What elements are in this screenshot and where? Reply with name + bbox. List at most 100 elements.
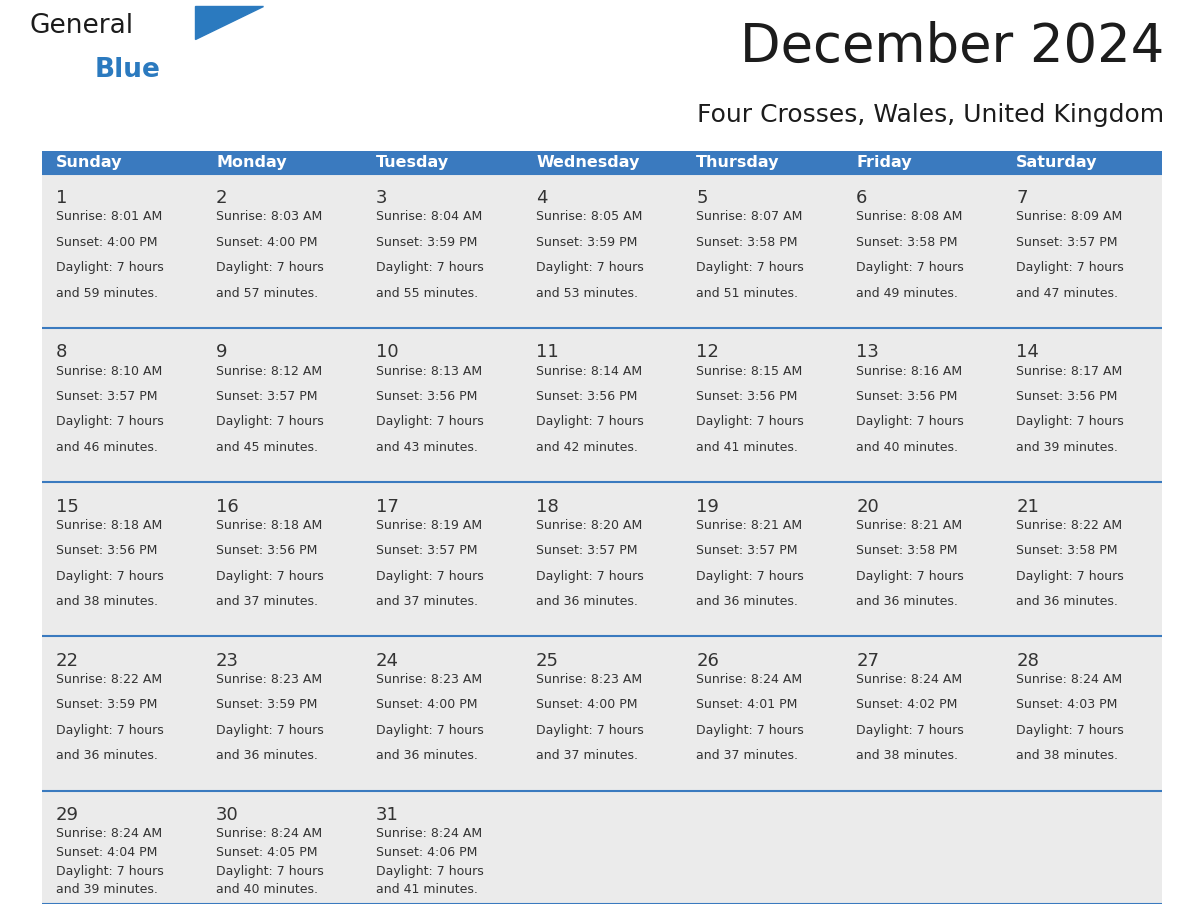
Text: Sunrise: 8:16 AM: Sunrise: 8:16 AM — [857, 364, 962, 377]
Text: 1: 1 — [56, 189, 68, 207]
Text: Sunset: 3:56 PM: Sunset: 3:56 PM — [536, 390, 638, 403]
Text: 24: 24 — [377, 652, 399, 670]
Text: 3: 3 — [377, 189, 387, 207]
Text: Daylight: 7 hours: Daylight: 7 hours — [216, 865, 324, 878]
Text: Sunset: 3:56 PM: Sunset: 3:56 PM — [56, 544, 157, 557]
Text: and 36 minutes.: and 36 minutes. — [857, 595, 958, 608]
Text: Sunrise: 8:03 AM: Sunrise: 8:03 AM — [216, 210, 322, 223]
Text: 31: 31 — [377, 806, 399, 824]
Text: and 39 minutes.: and 39 minutes. — [56, 883, 158, 896]
Text: Sunrise: 8:22 AM: Sunrise: 8:22 AM — [1016, 519, 1123, 532]
Text: and 55 minutes.: and 55 minutes. — [377, 286, 479, 299]
Text: 18: 18 — [536, 498, 558, 516]
Bar — [1001, 328, 1162, 482]
Bar — [682, 151, 842, 174]
Text: Daylight: 7 hours: Daylight: 7 hours — [857, 723, 963, 737]
Text: and 59 minutes.: and 59 minutes. — [56, 286, 158, 299]
Text: Sunset: 4:05 PM: Sunset: 4:05 PM — [216, 845, 317, 859]
Bar — [842, 174, 1001, 328]
Text: Four Crosses, Wales, United Kingdom: Four Crosses, Wales, United Kingdom — [697, 104, 1164, 128]
Text: and 46 minutes.: and 46 minutes. — [56, 441, 158, 453]
Text: Sunrise: 8:08 AM: Sunrise: 8:08 AM — [857, 210, 962, 223]
Text: Sunset: 4:06 PM: Sunset: 4:06 PM — [377, 845, 478, 859]
Bar — [522, 174, 682, 328]
Text: Daylight: 7 hours: Daylight: 7 hours — [696, 262, 804, 274]
Text: Sunrise: 8:07 AM: Sunrise: 8:07 AM — [696, 210, 803, 223]
Text: Daylight: 7 hours: Daylight: 7 hours — [56, 723, 164, 737]
Text: Daylight: 7 hours: Daylight: 7 hours — [56, 569, 164, 583]
Bar — [522, 636, 682, 790]
Text: Thursday: Thursday — [696, 155, 779, 170]
Text: 21: 21 — [1016, 498, 1040, 516]
Text: and 40 minutes.: and 40 minutes. — [857, 441, 959, 453]
Text: Sunrise: 8:21 AM: Sunrise: 8:21 AM — [696, 519, 802, 532]
Text: Sunset: 4:03 PM: Sunset: 4:03 PM — [1016, 699, 1118, 711]
Text: Sunrise: 8:23 AM: Sunrise: 8:23 AM — [377, 673, 482, 686]
Text: 28: 28 — [1016, 652, 1040, 670]
Text: Daylight: 7 hours: Daylight: 7 hours — [857, 569, 963, 583]
Text: Sunrise: 8:18 AM: Sunrise: 8:18 AM — [216, 519, 322, 532]
Text: Sunset: 3:56 PM: Sunset: 3:56 PM — [216, 544, 317, 557]
Text: Daylight: 7 hours: Daylight: 7 hours — [377, 865, 484, 878]
Text: Sunrise: 8:12 AM: Sunrise: 8:12 AM — [216, 364, 322, 377]
Text: 27: 27 — [857, 652, 879, 670]
Text: Sunset: 3:57 PM: Sunset: 3:57 PM — [536, 544, 638, 557]
Text: Daylight: 7 hours: Daylight: 7 hours — [377, 262, 484, 274]
Text: Daylight: 7 hours: Daylight: 7 hours — [1016, 416, 1124, 429]
Text: Daylight: 7 hours: Daylight: 7 hours — [1016, 262, 1124, 274]
Text: 17: 17 — [377, 498, 399, 516]
Text: General: General — [30, 13, 134, 39]
Text: Sunrise: 8:13 AM: Sunrise: 8:13 AM — [377, 364, 482, 377]
Text: Sunrise: 8:20 AM: Sunrise: 8:20 AM — [536, 519, 643, 532]
Bar — [202, 174, 361, 328]
Text: Sunset: 3:58 PM: Sunset: 3:58 PM — [857, 236, 958, 249]
Bar — [1001, 174, 1162, 328]
Bar — [1001, 790, 1162, 904]
Text: and 36 minutes.: and 36 minutes. — [56, 749, 158, 762]
Bar — [42, 151, 202, 174]
Text: 2: 2 — [216, 189, 228, 207]
Bar — [1001, 151, 1162, 174]
Text: Saturday: Saturday — [1016, 155, 1098, 170]
Text: Daylight: 7 hours: Daylight: 7 hours — [1016, 723, 1124, 737]
Text: and 42 minutes.: and 42 minutes. — [536, 441, 638, 453]
Text: Sunset: 3:59 PM: Sunset: 3:59 PM — [216, 699, 317, 711]
Text: Daylight: 7 hours: Daylight: 7 hours — [56, 416, 164, 429]
Bar — [361, 482, 522, 636]
Text: Sunrise: 8:15 AM: Sunrise: 8:15 AM — [696, 364, 802, 377]
Text: Tuesday: Tuesday — [377, 155, 449, 170]
Text: Daylight: 7 hours: Daylight: 7 hours — [696, 569, 804, 583]
Text: 10: 10 — [377, 343, 399, 362]
Bar — [522, 482, 682, 636]
Text: Sunset: 3:57 PM: Sunset: 3:57 PM — [56, 390, 158, 403]
Text: Sunset: 3:57 PM: Sunset: 3:57 PM — [216, 390, 317, 403]
Bar — [842, 482, 1001, 636]
Text: Sunrise: 8:14 AM: Sunrise: 8:14 AM — [536, 364, 643, 377]
Text: 9: 9 — [216, 343, 228, 362]
Text: and 38 minutes.: and 38 minutes. — [1016, 749, 1118, 762]
Text: Daylight: 7 hours: Daylight: 7 hours — [696, 723, 804, 737]
Text: 12: 12 — [696, 343, 719, 362]
Text: 25: 25 — [536, 652, 560, 670]
Text: Daylight: 7 hours: Daylight: 7 hours — [536, 723, 644, 737]
Text: Sunset: 4:04 PM: Sunset: 4:04 PM — [56, 845, 157, 859]
Text: Sunday: Sunday — [56, 155, 122, 170]
Text: Daylight: 7 hours: Daylight: 7 hours — [536, 416, 644, 429]
Text: 26: 26 — [696, 652, 719, 670]
Text: 6: 6 — [857, 189, 867, 207]
Text: Sunset: 3:57 PM: Sunset: 3:57 PM — [377, 544, 478, 557]
Bar — [682, 328, 842, 482]
Text: 8: 8 — [56, 343, 68, 362]
Text: and 40 minutes.: and 40 minutes. — [216, 883, 318, 896]
Text: Daylight: 7 hours: Daylight: 7 hours — [536, 569, 644, 583]
Text: Daylight: 7 hours: Daylight: 7 hours — [857, 416, 963, 429]
Text: Sunrise: 8:23 AM: Sunrise: 8:23 AM — [536, 673, 643, 686]
Text: Sunset: 3:59 PM: Sunset: 3:59 PM — [377, 236, 478, 249]
Text: Sunrise: 8:09 AM: Sunrise: 8:09 AM — [1016, 210, 1123, 223]
Text: Daylight: 7 hours: Daylight: 7 hours — [216, 569, 324, 583]
Text: Daylight: 7 hours: Daylight: 7 hours — [696, 416, 804, 429]
Text: Daylight: 7 hours: Daylight: 7 hours — [857, 262, 963, 274]
Text: and 36 minutes.: and 36 minutes. — [377, 749, 478, 762]
Text: and 57 minutes.: and 57 minutes. — [216, 286, 318, 299]
Text: Sunset: 3:56 PM: Sunset: 3:56 PM — [1016, 390, 1118, 403]
